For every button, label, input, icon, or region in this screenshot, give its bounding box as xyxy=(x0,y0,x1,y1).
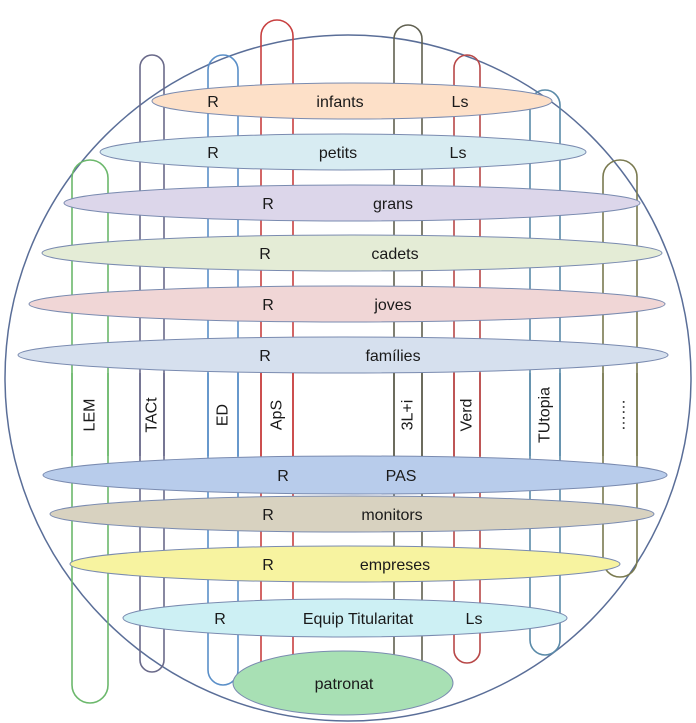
ring-label-petits: petits xyxy=(319,145,357,162)
ring-label-cadets: cadets xyxy=(371,246,418,263)
ring-left-tag-grans: R xyxy=(262,196,274,213)
column-loop-bottom-lem xyxy=(71,684,109,704)
column-loop-ed xyxy=(207,54,239,670)
column-label-tact: TACt xyxy=(144,397,161,433)
ring-left-tag-pas: R xyxy=(277,468,289,485)
column-loop-tact xyxy=(139,54,165,660)
ring-pas xyxy=(42,455,668,495)
ring-left-tag-petits: R xyxy=(207,145,219,162)
column-label-3li: 3L+i xyxy=(400,400,417,431)
ring-left-tag-empreses: R xyxy=(262,557,274,574)
ring-label-pas: PAS xyxy=(386,468,417,485)
ring-left-tag-infants: R xyxy=(207,94,219,111)
ring-joves xyxy=(28,285,666,323)
ring-left-tag-equip: R xyxy=(214,611,226,628)
column-label-aps: ApS xyxy=(269,400,286,430)
ring-right-tag-petits: Ls xyxy=(450,145,467,162)
column-bands: LEM TACt ED ApS 3L+i Verd TUtopia …… xyxy=(71,373,638,456)
ring-label-monitors: monitors xyxy=(361,507,422,524)
column-loop-lem xyxy=(71,159,109,685)
column-loop-bottom-tutopia xyxy=(529,639,561,656)
ring-families xyxy=(17,336,669,374)
patronat-ellipse xyxy=(232,650,454,716)
column-loop-aps xyxy=(260,19,294,675)
ring-right-tag-equip: Ls xyxy=(466,611,483,628)
ring-left-tag-joves: R xyxy=(262,297,274,314)
ring-label-equip: Equip Titularitat xyxy=(303,611,414,628)
ring-monitors xyxy=(49,495,655,533)
ring-petits xyxy=(99,133,587,171)
column-loop-bottom-tact xyxy=(139,659,165,673)
column-label-lem: LEM xyxy=(82,399,99,432)
column-label-verd: Verd xyxy=(459,399,476,432)
ring-label-grans: grans xyxy=(373,196,413,213)
column-label-ed: ED xyxy=(215,404,232,426)
column-label-more: …… xyxy=(612,399,629,431)
ring-cadets xyxy=(41,234,663,272)
ring-infants xyxy=(151,82,553,120)
ring-empreses xyxy=(69,545,621,583)
column-loop-3li xyxy=(393,24,423,660)
ring-right-tag-infants: Ls xyxy=(452,94,469,111)
column-loop-verd xyxy=(453,54,481,650)
ring-equip xyxy=(122,598,568,638)
ring-left-tag-families: R xyxy=(259,348,271,365)
column-loop-bottom-verd xyxy=(453,649,481,664)
ring-grans xyxy=(63,184,641,222)
patronat-label: patronat xyxy=(315,676,374,693)
column-label-tutopia: TUtopia xyxy=(537,387,554,443)
ring-label-empreses: empreses xyxy=(360,557,430,574)
ring-label-joves: joves xyxy=(373,297,411,314)
ring-left-tag-cadets: R xyxy=(259,246,271,263)
column-loop-more xyxy=(602,159,638,560)
ring-left-tag-monitors: R xyxy=(262,507,274,524)
ring-label-families: famílies xyxy=(365,348,420,365)
ring-label-infants: infants xyxy=(316,94,363,111)
